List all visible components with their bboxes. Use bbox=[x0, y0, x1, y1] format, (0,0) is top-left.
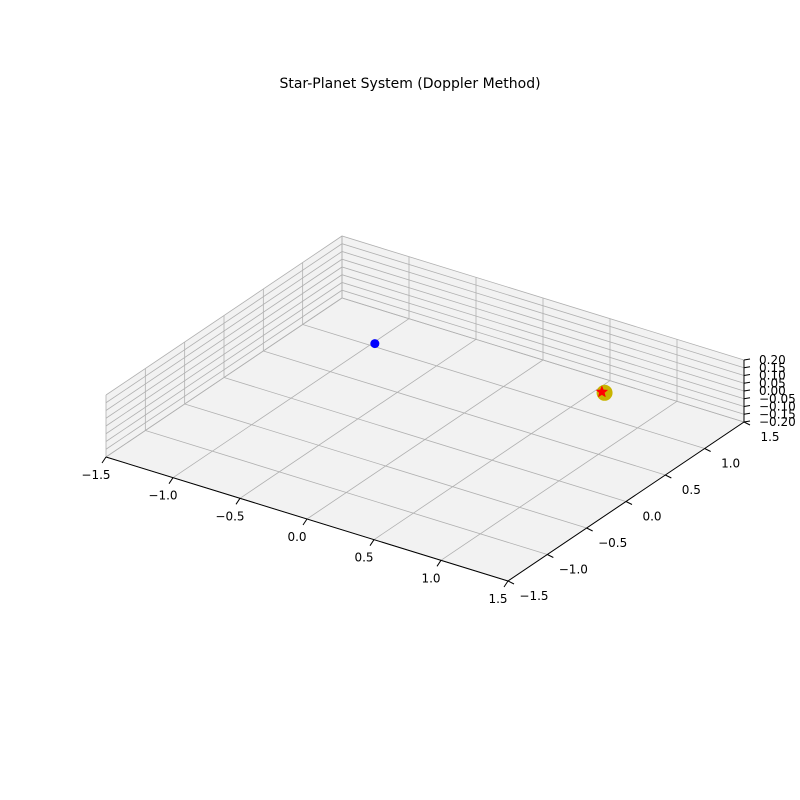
grid-line-z bbox=[105, 258, 745, 419]
chart-title: Star-Planet System (Doppler Method) bbox=[279, 76, 540, 92]
data-point-planet bbox=[370, 339, 380, 349]
z-tick-mark bbox=[743, 405, 751, 407]
grid-line-z bbox=[105, 243, 745, 404]
y-tick-label: 0.0 bbox=[642, 510, 661, 524]
y-tick-mark bbox=[507, 580, 515, 585]
grid-line-z bbox=[105, 235, 745, 396]
z-tick-label: −0.05 bbox=[759, 392, 796, 406]
y-tick-label: 1.5 bbox=[760, 430, 779, 444]
z-tick-label: 0.15 bbox=[759, 361, 786, 375]
x-tick-mark bbox=[101, 456, 107, 464]
grid-line-z bbox=[105, 289, 745, 450]
y-tick-label: −1.0 bbox=[559, 563, 588, 577]
z-tick-mark bbox=[743, 420, 751, 423]
x-tick-mark bbox=[302, 518, 308, 526]
grid-line-z bbox=[105, 266, 745, 427]
z-tick-label: 0.00 bbox=[759, 384, 786, 398]
z-tick-label: 0.20 bbox=[759, 353, 786, 367]
z-tick-mark bbox=[743, 358, 751, 361]
z-tick-mark bbox=[743, 381, 751, 384]
y-tick-mark bbox=[547, 554, 554, 558]
y-tick-mark bbox=[743, 421, 751, 426]
y-tick-label: 1.0 bbox=[721, 457, 740, 471]
x-tick-mark bbox=[168, 477, 174, 484]
grid-line-z bbox=[105, 251, 745, 411]
z-tick-label: 0.05 bbox=[759, 376, 786, 390]
data-points bbox=[370, 339, 613, 401]
x-tick-label: −1.0 bbox=[148, 489, 177, 503]
y-tick-mark bbox=[665, 474, 672, 479]
x-tick-mark bbox=[369, 539, 375, 546]
z-tick-mark bbox=[743, 366, 751, 369]
x-tick-mark bbox=[503, 580, 509, 588]
z-tick-mark bbox=[743, 397, 751, 400]
x-tick-label: 1.5 bbox=[488, 592, 507, 606]
z-tick-mark bbox=[743, 374, 751, 376]
data-point-star bbox=[595, 385, 609, 398]
z-tick-label: 0.10 bbox=[759, 369, 786, 383]
grid-line-z bbox=[105, 297, 745, 458]
y-tick-label: −0.5 bbox=[598, 536, 627, 550]
grid-line-z bbox=[105, 274, 745, 435]
z-tick-label: −0.10 bbox=[759, 400, 796, 414]
x-tick-label: 0.5 bbox=[354, 551, 373, 565]
x-tick-mark bbox=[436, 560, 442, 567]
z-tick-mark bbox=[743, 389, 751, 392]
y-tick-mark bbox=[704, 448, 711, 452]
grid-lines bbox=[105, 235, 745, 582]
grid-line-z bbox=[105, 282, 745, 442]
x-tick-label: 1.0 bbox=[421, 571, 440, 585]
axis-panes bbox=[106, 236, 744, 581]
z-tick-mark bbox=[743, 412, 751, 415]
x-tick-mark bbox=[235, 498, 241, 505]
x-tick-label: 0.0 bbox=[287, 530, 306, 544]
y-tick-label: −1.5 bbox=[519, 589, 548, 603]
axis-ticks: −1.5−1.0−0.50.00.51.01.5 −1.5−1.0−0.50.00… bbox=[81, 353, 795, 606]
y-tick-mark bbox=[586, 527, 593, 532]
y-tick-label: 0.5 bbox=[682, 483, 701, 497]
z-tick-label: −0.20 bbox=[759, 415, 796, 429]
z-tick-label: −0.15 bbox=[759, 407, 796, 421]
x-tick-label: −0.5 bbox=[215, 509, 244, 523]
x-tick-label: −1.5 bbox=[81, 468, 110, 482]
y-tick-mark bbox=[625, 501, 633, 505]
